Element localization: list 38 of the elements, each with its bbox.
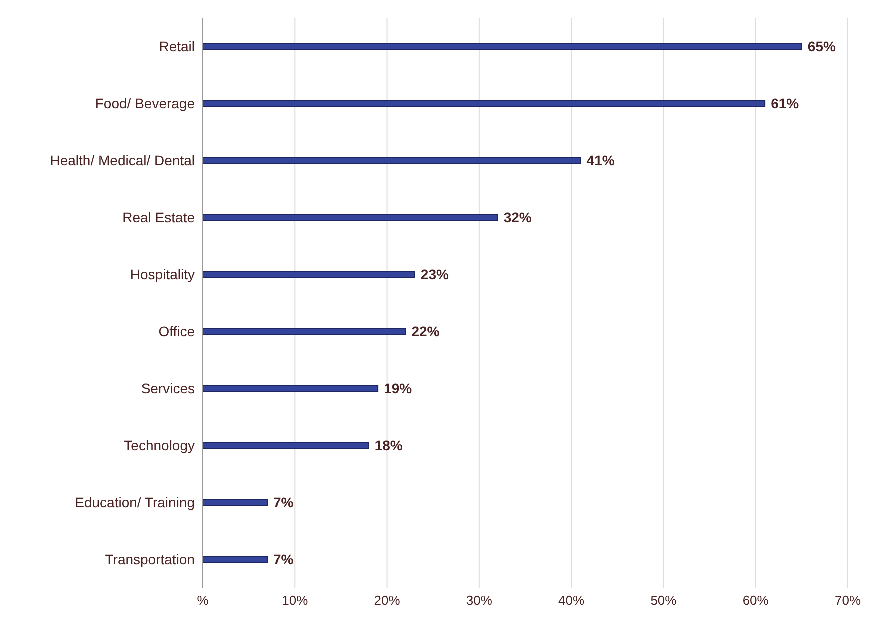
x-tick-label: 20% — [374, 593, 401, 608]
bar — [203, 271, 416, 278]
x-tick-label: 60% — [742, 593, 770, 608]
y-tick-label: Technology — [124, 437, 195, 454]
bar — [203, 442, 370, 450]
y-tick-label: Hospitality — [130, 266, 195, 282]
x-tick-label: 40% — [558, 593, 586, 608]
data-label: 19% — [384, 380, 413, 397]
bar — [203, 328, 406, 336]
data-label: 41% — [586, 152, 616, 169]
y-tick-label: Services — [141, 380, 195, 396]
x-tick-label: 10% — [282, 593, 309, 608]
bar — [203, 100, 766, 108]
y-tick-label: Office — [158, 323, 196, 340]
x-tick-label: % — [197, 593, 210, 608]
bar — [203, 157, 582, 164]
y-tick-label: Health/ Medical/ Dental — [50, 152, 195, 168]
y-tick-label: Food/ Beverage — [95, 95, 196, 112]
x-tick-label: 30% — [466, 593, 493, 608]
data-label: 7% — [274, 552, 294, 568]
y-tick-label: Transportation — [105, 551, 195, 568]
data-label: 23% — [420, 266, 450, 283]
data-label: 7% — [274, 494, 294, 511]
x-tick-label: 50% — [650, 593, 678, 608]
data-label: 32% — [504, 210, 532, 226]
data-label: 18% — [374, 438, 404, 454]
y-tick-label: Education/ Training — [75, 494, 195, 510]
data-label: 65% — [808, 38, 836, 55]
bar — [203, 43, 802, 50]
data-label: 61% — [771, 96, 800, 112]
bar — [203, 556, 268, 564]
bar — [203, 385, 379, 392]
data-label: 22% — [412, 324, 440, 340]
y-tick-label: Retail — [159, 38, 195, 54]
bar — [203, 214, 498, 222]
y-tick-label: Real Estate — [122, 209, 196, 226]
x-tick-label: 70% — [834, 593, 862, 608]
bar — [203, 499, 268, 506]
